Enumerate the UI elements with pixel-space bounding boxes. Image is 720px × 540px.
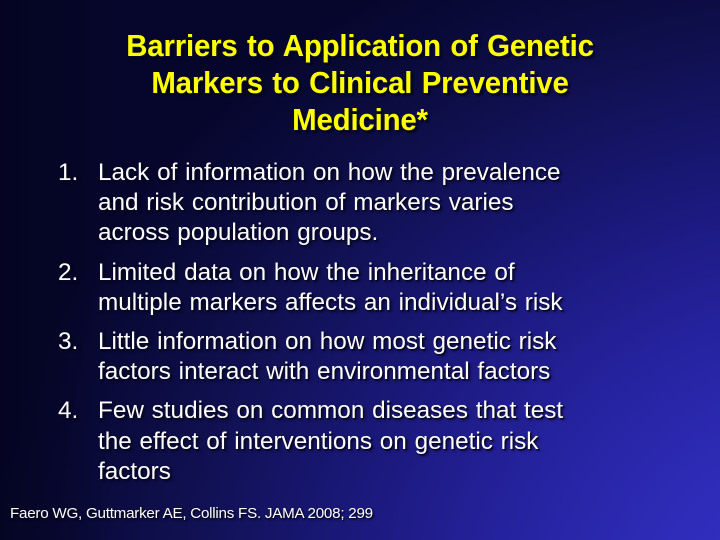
slide-title: Barriers to Application of Genetic Marke… [13, 28, 708, 139]
list-item-line: Little information on how most genetic r… [98, 328, 557, 356]
list-item-line: Lack of information on how the prevalenc… [98, 159, 561, 186]
numbered-list: 1. Lack of information on how the preval… [52, 158, 686, 496]
list-item-line: factors [98, 457, 171, 485]
list-item-number: 1. [58, 159, 79, 186]
list-item: 2. Limited data on how the inheritance o… [52, 258, 686, 318]
list-item-text: Little information on how most genetic r… [98, 327, 686, 387]
list-item-line: Limited data on how the inheritance of [98, 258, 515, 286]
list-item-line: the effect of interventions on genetic r… [98, 427, 539, 455]
list-item-line: Few studies on common diseases that test [98, 397, 564, 425]
list-item: 3. Little information on how most geneti… [52, 327, 686, 387]
list-item: 4. Few studies on common diseases that t… [52, 396, 686, 487]
list-item-number: 4. [58, 397, 79, 425]
list-item-line: multiple markers affects an individual’s… [98, 288, 563, 316]
slide-title-line-2: Markers to Clinical Preventive [151, 66, 569, 100]
list-item-line: across population groups. [98, 219, 379, 247]
list-item: 1. Lack of information on how the preval… [52, 158, 686, 249]
list-item-number: 2. [58, 258, 79, 286]
list-item-text: Limited data on how the inheritance of m… [98, 258, 686, 318]
slide-title-line-1: Barriers to Application of Genetic [126, 29, 594, 63]
list-item-number: 3. [58, 328, 79, 356]
list-item-line: and risk contribution of markers varies [98, 189, 514, 217]
slide-title-line-3: Medicine* [292, 103, 428, 137]
list-item-text: Few studies on common diseases that test… [98, 396, 686, 487]
list-item-line: factors interact with environmental fact… [98, 358, 551, 386]
list-item-text: Lack of information on how the prevalenc… [98, 158, 686, 249]
citation-footer: Faero WG, Guttmarker AE, Collins FS. JAM… [10, 505, 373, 522]
